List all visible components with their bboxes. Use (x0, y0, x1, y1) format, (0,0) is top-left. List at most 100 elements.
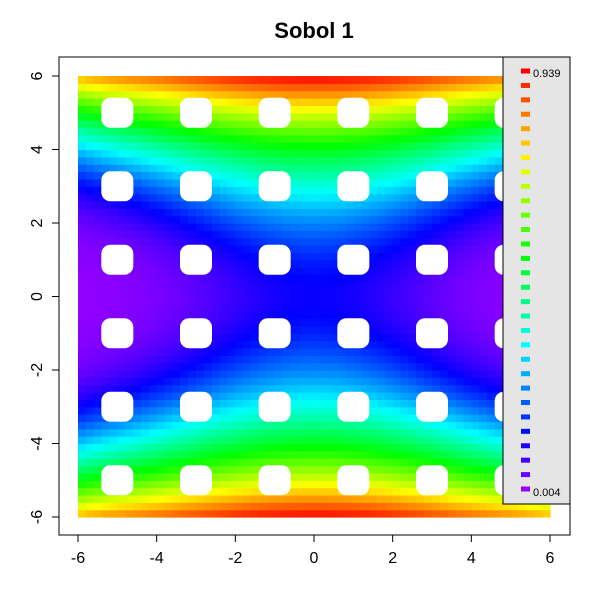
heatmap-cell (188, 509, 197, 518)
heatmap-cell (471, 421, 480, 430)
heatmap-cell (156, 281, 166, 290)
heatmap-cell (211, 399, 221, 408)
heatmap-cell (109, 274, 118, 283)
heatmap-cell (408, 377, 417, 386)
heatmap-cell (93, 186, 103, 195)
heatmap-cell (408, 90, 417, 99)
heatmap-cell (227, 208, 236, 217)
heatmap-cell (188, 208, 197, 217)
heatmap-cell (211, 318, 221, 327)
heatmap-cell (85, 296, 95, 305)
heatmap-cell (117, 200, 126, 209)
heatmap-cell (376, 370, 386, 378)
heatmap-cell (109, 443, 118, 452)
heatmap-cell (266, 362, 276, 371)
heatmap-cell (196, 384, 205, 393)
heatmap-cell (211, 465, 221, 474)
heatmap-cell (369, 406, 378, 415)
heatmap-cell (227, 340, 236, 349)
heatmap-cell (337, 215, 347, 224)
heatmap-cell (188, 436, 197, 445)
heatmap-cell (376, 281, 386, 290)
heatmap-cell (487, 450, 496, 459)
heatmap-cell (298, 259, 307, 268)
heatmap-cell (140, 494, 150, 503)
heatmap-cell (251, 105, 260, 114)
heatmap-cell (329, 164, 339, 173)
heatmap-cell (369, 296, 378, 305)
heatmap-cell (432, 83, 441, 92)
heatmap-cell (487, 355, 496, 364)
heatmap-cell (408, 494, 417, 503)
heatmap-cell (337, 377, 347, 386)
heatmap-cell (479, 421, 488, 430)
heatmap-cell (329, 377, 339, 386)
heatmap-cell (321, 414, 331, 423)
heatmap-cell (463, 90, 472, 99)
heatmap-cell (329, 487, 339, 496)
heatmap-cell (416, 237, 425, 246)
heatmap-cell (290, 215, 299, 224)
y-tick-label: -2 (29, 363, 46, 377)
heatmap-cell (243, 98, 252, 106)
heatmap-cell (243, 450, 252, 459)
heatmap-cell (408, 487, 417, 496)
heatmap-cell (392, 76, 402, 84)
x-tick-label: 4 (467, 550, 476, 567)
heatmap-cell (219, 245, 229, 253)
heatmap-cell (101, 296, 111, 305)
heatmap-cell (219, 362, 229, 371)
heatmap-cell (463, 414, 472, 423)
heatmap-cell (274, 230, 284, 239)
heatmap-cell (180, 164, 189, 173)
heatmap-cell (298, 487, 307, 496)
heatmap-cell (290, 186, 299, 195)
heatmap-cell (306, 472, 315, 481)
heatmap-cell (109, 303, 118, 312)
heatmap-cell (219, 252, 229, 261)
heatmap-cell (78, 480, 87, 489)
heatmap-cell (85, 465, 95, 474)
heatmap-cell (211, 487, 221, 496)
heatmap-cell (219, 259, 229, 268)
heatmap-cell (172, 355, 181, 364)
heatmap-cell (424, 164, 433, 173)
heatmap-cell (376, 289, 386, 298)
heatmap-cell (140, 186, 150, 195)
heatmap-cell (140, 347, 150, 356)
heatmap-cell (140, 509, 150, 518)
heatmap-cell (93, 450, 103, 459)
heatmap-cell (148, 355, 158, 364)
heatmap-cell (211, 480, 221, 489)
heatmap-cell (243, 76, 252, 84)
heatmap-cell (361, 149, 370, 158)
heatmap-cell (227, 237, 236, 246)
heatmap-cell (148, 399, 158, 408)
heatmap-cell (298, 370, 307, 378)
heatmap-cell (314, 414, 323, 423)
heatmap-cell (109, 370, 118, 378)
heatmap-cell (369, 340, 378, 349)
heatmap-cell (258, 436, 268, 445)
heatmap-cell (392, 193, 402, 202)
heatmap-cell (164, 340, 173, 349)
heatmap-cell (156, 142, 166, 151)
heatmap-cell (384, 318, 394, 327)
heatmap-cell (298, 399, 307, 408)
heatmap-cell (227, 171, 236, 180)
heatmap-cell (78, 178, 87, 187)
heatmap-cell (290, 487, 299, 496)
heatmap-cell (369, 76, 378, 84)
heatmap-cell (78, 311, 87, 320)
heatmap-cell (321, 120, 331, 129)
heatmap-cell (353, 436, 362, 445)
heatmap-cell (369, 120, 378, 129)
heatmap-cell (321, 193, 331, 202)
heatmap-cell (211, 193, 221, 202)
heatmap-cell (133, 156, 142, 165)
heatmap-cell (321, 186, 331, 195)
heatmap-cell (392, 450, 402, 459)
heatmap-cell (447, 347, 457, 356)
heatmap-cell (172, 318, 181, 327)
